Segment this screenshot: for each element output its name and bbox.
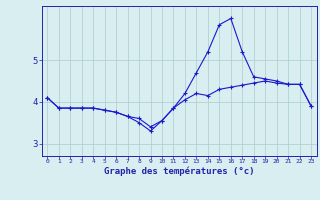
X-axis label: Graphe des températures (°c): Graphe des températures (°c) [104,167,254,176]
